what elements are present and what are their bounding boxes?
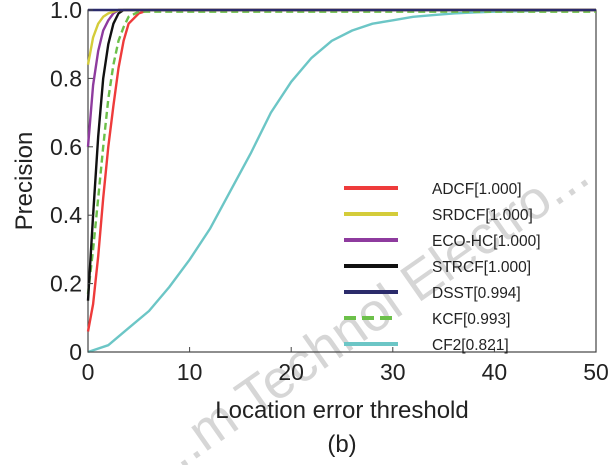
y-tick-label: 1.0	[50, 0, 82, 23]
series-line-5	[86, 10, 596, 295]
series-line-6	[87, 8, 597, 354]
legend-label: KCF[0.993]	[432, 311, 510, 328]
series-line-1	[86, 8, 596, 65]
legend-label: ADCF[1.000]	[432, 181, 522, 198]
legend-label: DSST[0.994]	[432, 285, 521, 302]
legend-label: SRDCF[1.000]	[432, 207, 533, 224]
legend-label: STRCF[1.000]	[432, 259, 531, 276]
x-axis-label: Location error threshold	[215, 397, 468, 424]
y-tick-label: 0.2	[50, 271, 82, 297]
series-line-2	[86, 8, 596, 147]
y-tick-label: 0	[69, 339, 82, 365]
y-tick-label: 0.6	[50, 134, 82, 160]
y-tick-label: 0.4	[50, 202, 82, 228]
legend-label: CF2[0.821]	[432, 337, 509, 354]
x-tick-label: 10	[177, 359, 203, 385]
legend: ADCF[1.000] SRDCF[1.000] ECO-HC[1.000] STRC…	[344, 181, 541, 354]
series-line-3	[86, 8, 596, 301]
x-tick-label: 0	[82, 359, 95, 385]
y-tick-label: 0.8	[50, 65, 82, 91]
x-tick-label: 20	[278, 359, 304, 385]
figure-caption: (b)	[327, 431, 356, 458]
x-tick-label: 40	[482, 359, 508, 385]
legend-label: ECO-HC[1.000]	[432, 233, 541, 250]
series-line-0	[86, 8, 596, 332]
x-tick-label: 50	[583, 359, 608, 385]
x-tick-label: 30	[380, 359, 406, 385]
y-axis-label: Precision	[11, 132, 38, 231]
